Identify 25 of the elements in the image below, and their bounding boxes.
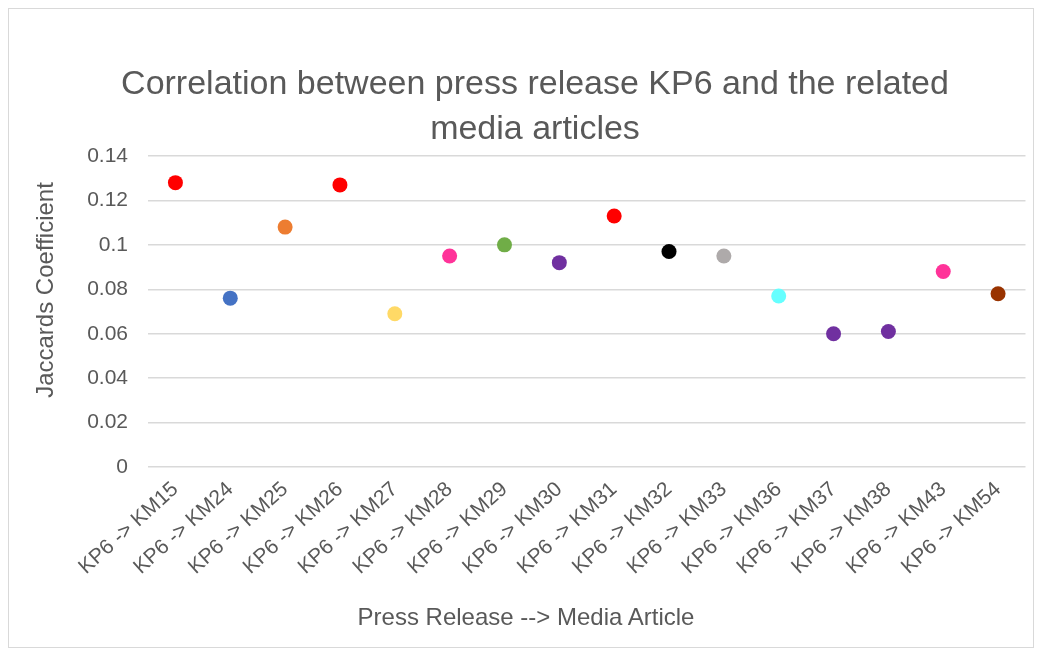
- point: [387, 306, 403, 322]
- y-tick-label: 0.08: [87, 276, 128, 300]
- point: [880, 323, 896, 339]
- y-tick-label: 0.12: [87, 187, 128, 211]
- point: [442, 248, 458, 264]
- point: [332, 177, 348, 193]
- point: [496, 237, 512, 253]
- point: [990, 286, 1006, 302]
- point: [277, 219, 293, 235]
- point: [606, 208, 622, 224]
- point: [716, 248, 732, 264]
- y-axis-title: Jaccards Coefficient: [30, 182, 59, 398]
- point: [661, 244, 677, 260]
- point: [826, 326, 842, 342]
- point: [167, 175, 183, 191]
- y-tick-label: 0.06: [87, 320, 128, 344]
- point: [551, 255, 567, 271]
- point: [222, 290, 238, 306]
- x-axis-title: Press Release --> Media Article: [357, 603, 695, 630]
- point: [935, 264, 951, 280]
- y-tick-label: 0.1: [98, 231, 128, 255]
- y-tick-label: 0: [116, 453, 128, 477]
- y-tick-label: 0.02: [87, 409, 128, 433]
- y-tick-label: 0.04: [87, 364, 129, 388]
- point: [771, 288, 787, 304]
